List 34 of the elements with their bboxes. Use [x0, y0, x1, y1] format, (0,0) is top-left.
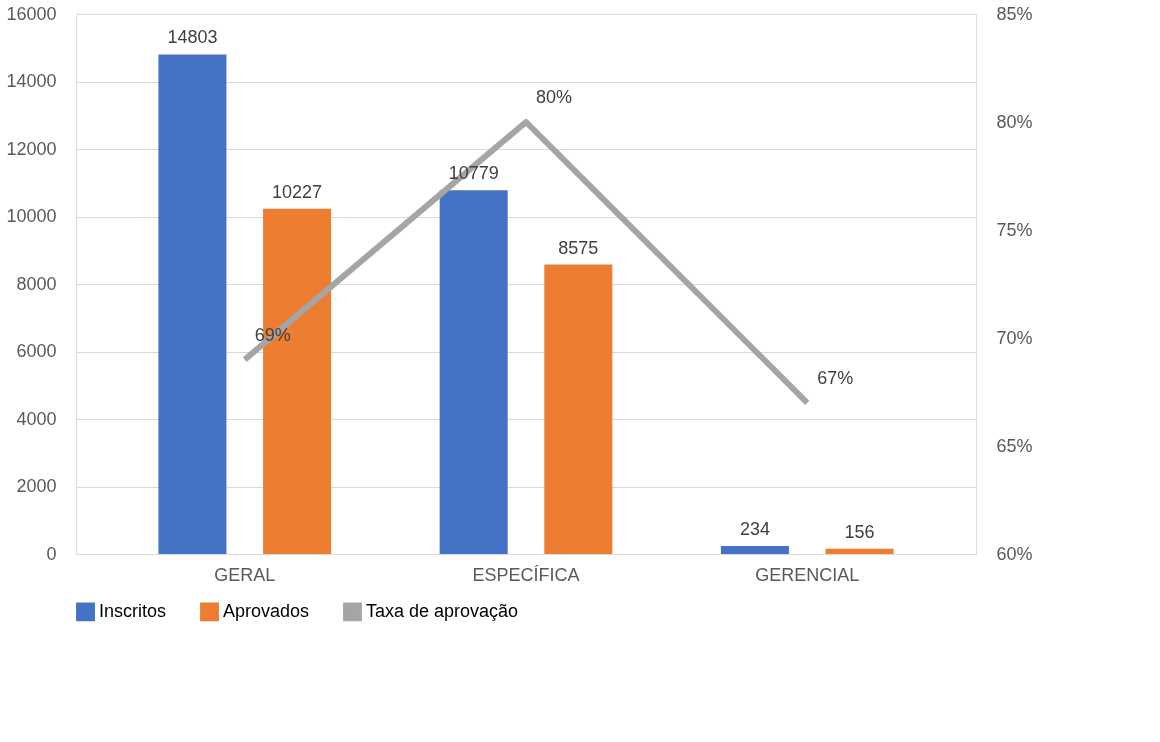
y-tick-label: 8000 [16, 273, 57, 294]
y2-tick-label: 70% [996, 327, 1033, 348]
y2-tick-label: 85% [996, 3, 1033, 24]
legend-label: Taxa de aprovação [366, 600, 519, 621]
bar [158, 54, 227, 554]
y2-tick-label: 75% [996, 219, 1033, 240]
bar [439, 190, 508, 554]
y2-tick-label: 65% [996, 435, 1033, 456]
data-label: 80% [535, 87, 573, 107]
y-tick-label: 2000 [16, 476, 57, 496]
y-tick-label: 4000 [16, 408, 57, 429]
legend-label: Inscritos [99, 600, 167, 621]
bar [720, 546, 789, 554]
y2-tick-label: 80% [996, 111, 1033, 132]
y-tick-label: 0 [46, 543, 57, 564]
y-tick-label: 14000 [6, 71, 57, 91]
data-label: 14803 [167, 27, 218, 48]
x-tick-label: GERENCIAL [755, 564, 860, 585]
x-tick-label: GERAL [214, 564, 276, 585]
data-label: 10779 [448, 163, 499, 184]
data-label: 156 [844, 521, 875, 542]
legend-label: Aprovados [223, 600, 310, 621]
y-tick-label: 10000 [6, 206, 57, 226]
bar [825, 548, 894, 554]
data-label: 67% [817, 367, 854, 388]
y-tick-label: 16000 [6, 3, 57, 24]
y-tick-label: 6000 [16, 341, 57, 361]
y-tick-label: 12000 [6, 138, 57, 159]
bar [544, 264, 613, 554]
y2-tick-label: 60% [996, 543, 1033, 564]
data-label: 8575 [558, 237, 599, 258]
data-label: 10227 [272, 181, 323, 202]
x-tick-label: ESPECÍFICA [472, 564, 580, 585]
data-label: 234 [739, 519, 770, 540]
